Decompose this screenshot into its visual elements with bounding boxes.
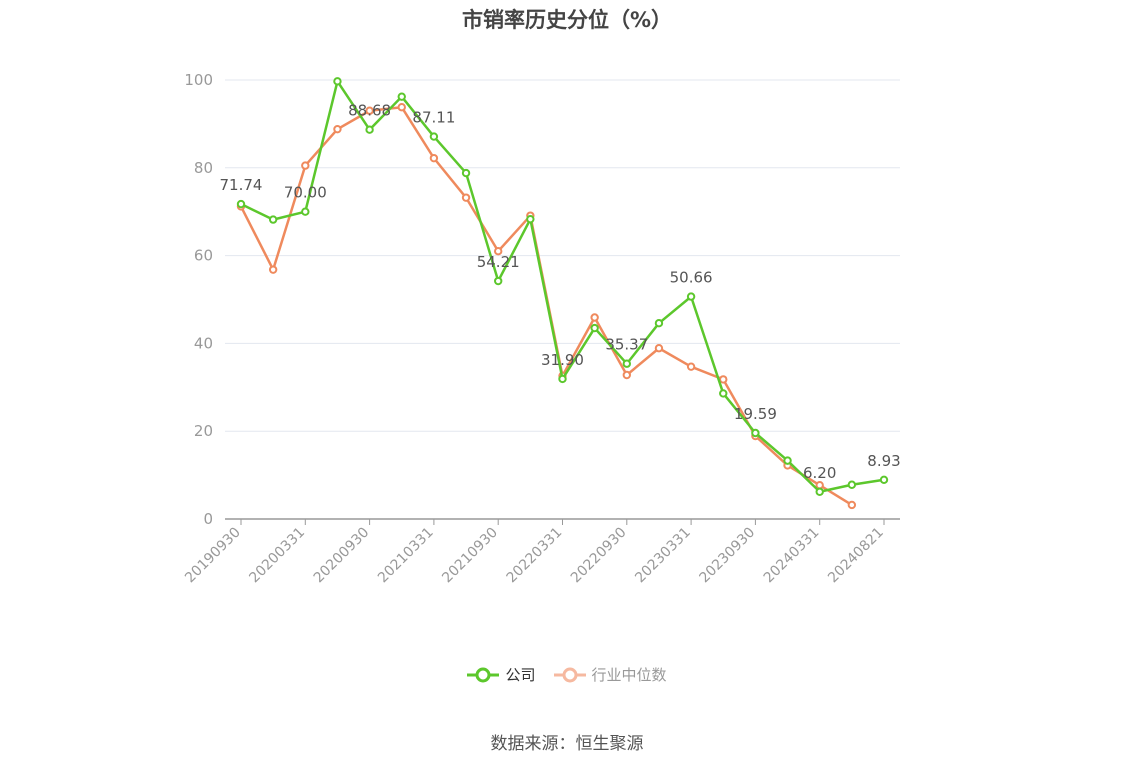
data-label: 31.90 (541, 351, 584, 369)
series-line-company (240, 80, 885, 494)
data-point-industry-median (622, 370, 631, 380)
data-point-company (494, 276, 503, 286)
x-tick-label: 20230331 (632, 525, 694, 587)
data-point-company (301, 207, 310, 216)
data-point-company (719, 389, 728, 398)
data-label: 6.20 (803, 464, 836, 482)
data-label: 71.74 (220, 176, 263, 194)
x-tick-label: 20200331 (246, 525, 308, 587)
data-point-company (397, 92, 406, 101)
data-point-company (268, 215, 278, 224)
data-point-industry-median (654, 344, 664, 353)
chart-title: 市销率历史分位（%） (461, 8, 673, 32)
data-point-company (333, 77, 342, 86)
data-point-industry-median (365, 106, 374, 115)
data-source-note: 数据来源：恒生聚源 (490, 734, 644, 754)
x-tick-label: 20210331 (375, 525, 437, 587)
data-point-industry-median (494, 247, 503, 256)
x-tick-label: 20240821 (825, 525, 887, 587)
data-point-company (558, 374, 567, 384)
x-tick-label: 20240331 (761, 525, 823, 587)
data-point-industry-median (268, 265, 278, 274)
data-label: 50.66 (670, 269, 713, 287)
data-label: 87.11 (412, 109, 455, 127)
legend-company-label: 公司 (505, 666, 536, 684)
data-point-industry-median (333, 124, 342, 134)
x-tick-label: 20190930 (182, 525, 244, 587)
data-point-company (815, 487, 824, 496)
y-tick-label: 60 (194, 247, 213, 265)
x-tick-label: 20220930 (568, 525, 630, 587)
y-tick-label: 100 (184, 71, 213, 89)
data-point-company (751, 428, 760, 438)
x-tick-label: 20200930 (311, 525, 373, 587)
data-point-company (783, 456, 792, 465)
data-point-company (622, 359, 631, 368)
y-tick-label: 40 (194, 334, 213, 352)
data-point-industry-median (397, 103, 406, 112)
data-label: 54.21 (477, 253, 520, 271)
data-point-company (429, 132, 439, 141)
data-point-company (686, 292, 696, 301)
data-point-company (461, 168, 471, 178)
legend: 公司 行业中位数 (0, 664, 1134, 685)
x-tick-label: 20220331 (504, 525, 566, 587)
data-point-company (590, 323, 599, 333)
data-point-industry-median (590, 313, 599, 322)
data-label: 70.00 (284, 184, 327, 202)
data-label: 88.68 (348, 102, 391, 120)
data-point-industry-median (301, 161, 310, 170)
data-point-industry-median (815, 480, 824, 490)
data-label: 19.59 (734, 405, 777, 423)
data-point-industry-median (461, 193, 471, 202)
legend-company-line-icon (467, 667, 500, 682)
legend-industry-line-icon (553, 667, 586, 682)
data-point-company (654, 319, 664, 328)
legend-item-industry-median[interactable]: 行业中位数 (553, 664, 667, 685)
data-point-industry-median (719, 375, 728, 384)
data-point-industry-median (847, 500, 857, 510)
legend-industry-label: 行业中位数 (591, 666, 667, 684)
y-tick-label: 20 (194, 422, 213, 440)
x-tick-label: 20210930 (439, 525, 501, 587)
y-tick-label: 0 (203, 510, 213, 528)
data-point-company (526, 214, 535, 224)
data-point-company (236, 199, 246, 209)
data-point-industry-median (686, 362, 696, 371)
data-label: 35.37 (605, 336, 648, 354)
data-label: 8.93 (867, 452, 900, 470)
data-point-company (847, 480, 857, 489)
data-point-company (879, 475, 889, 484)
x-tick-label: 20230930 (697, 525, 759, 587)
legend-item-company[interactable]: 公司 (467, 664, 536, 685)
y-tick-label: 80 (194, 159, 213, 177)
series-line-industry-median (239, 105, 853, 507)
data-point-industry-median (429, 153, 439, 163)
data-point-company (365, 125, 374, 134)
